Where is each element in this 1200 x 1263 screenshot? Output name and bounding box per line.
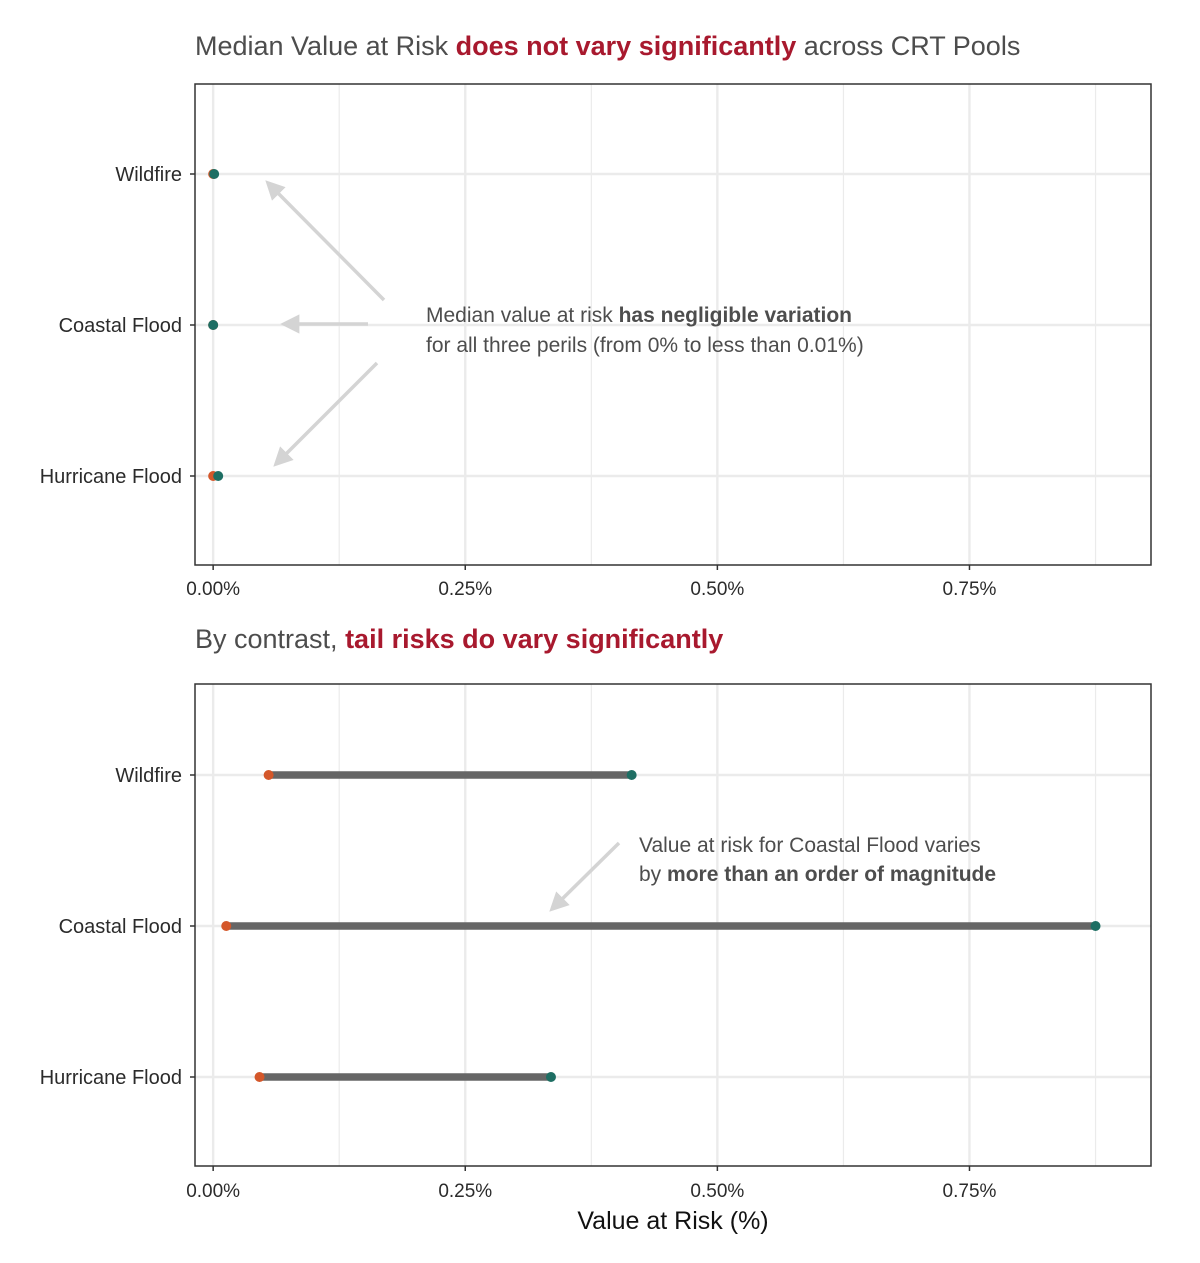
max-point [208,320,219,330]
x-tick-label: 0.00% [186,579,240,600]
max-point [213,471,224,481]
x-tick-label: 0.50% [690,579,744,600]
panel-border [194,683,1152,1167]
y-tick-label: Hurricane Flood [40,1067,182,1089]
y-tick-label: Coastal Flood [59,916,182,938]
y-tick-label: Wildfire [115,765,182,787]
title-highlight-text: tail risks do vary significantly [345,624,723,654]
min-point [221,921,232,931]
annotation-plain-text: Median value at risk [426,304,619,327]
chart-panel-1: Median Value at Risk does not vary signi… [40,31,1152,600]
x-tick-label: 0.75% [943,1181,997,1202]
x-tick-label: 0.25% [438,579,492,600]
y-tick-label: Coastal Flood [59,315,182,337]
chart-panel-2: By contrast, tail risks do vary signific… [40,624,1152,1235]
annotation-text: by more than an order of magnitude [639,863,996,886]
max-point [209,169,220,179]
x-tick-label: 0.50% [690,1181,744,1202]
y-tick-label: Wildfire [115,164,182,186]
max-point [1090,921,1101,931]
panel-title: By contrast, tail risks do vary signific… [195,624,723,654]
max-point [626,770,637,780]
annotation-text: Value at risk for Coastal Flood varies [639,834,981,857]
y-tick-label: Hurricane Flood [40,466,182,488]
x-tick-label: 0.00% [186,1181,240,1202]
title-text: across CRT Pools [796,31,1020,61]
x-axis-title: Value at Risk (%) [577,1207,768,1235]
annotation-bold-text: has negligible variation [619,304,852,327]
annotation-arrow [273,361,379,467]
annotation-text: Median value at risk has negligible vari… [426,304,852,327]
x-tick-label: 0.25% [438,1181,492,1202]
panel-title: Median Value at Risk does not vary signi… [195,31,1020,61]
annotation-arrow [549,841,621,912]
annotation-arrow [265,180,386,302]
min-point [263,770,274,780]
max-point [545,1072,556,1082]
title-text: Median Value at Risk [195,31,456,61]
title-text: By contrast, [195,624,345,654]
min-point [254,1072,265,1082]
annotation-bold-text: more than an order of magnitude [667,863,996,886]
title-highlight-text: does not vary significantly [456,31,797,61]
annotation-plain-text: for all three perils (from 0% to less th… [426,334,864,357]
annotation-text: for all three perils (from 0% to less th… [426,334,864,357]
x-tick-label: 0.75% [943,579,997,600]
annotation-plain-text: Value at risk for Coastal Flood varies [639,834,981,857]
annotation-plain-text: by [639,863,667,886]
